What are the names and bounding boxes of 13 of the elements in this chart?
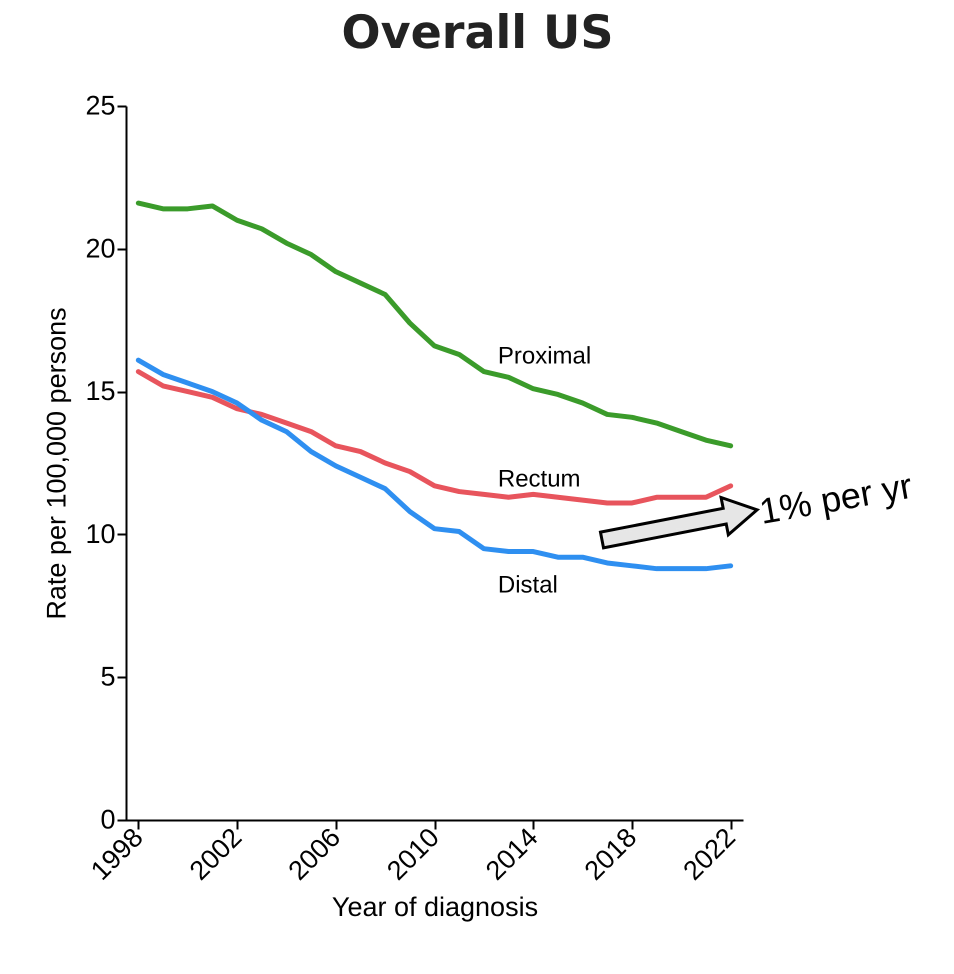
- text: 1% per yr: [756, 464, 916, 532]
- chart-title: Overall US: [341, 5, 614, 59]
- series-label: Proximal: [498, 342, 592, 370]
- y-tick-label: 0: [100, 804, 116, 834]
- y-tick-label: 10: [85, 518, 116, 549]
- y-axis-title: Rate per 100,000 persons: [41, 307, 72, 620]
- series-label: Rectum: [498, 465, 581, 492]
- series-label: Distal: [498, 572, 558, 599]
- y-tick-label: 5: [100, 662, 116, 692]
- y-tick-label: 25: [85, 90, 116, 120]
- y-tick-label: 20: [85, 233, 116, 264]
- y-tick-label: 15: [85, 376, 116, 406]
- x-axis-title: Year of diagnosis: [332, 892, 538, 922]
